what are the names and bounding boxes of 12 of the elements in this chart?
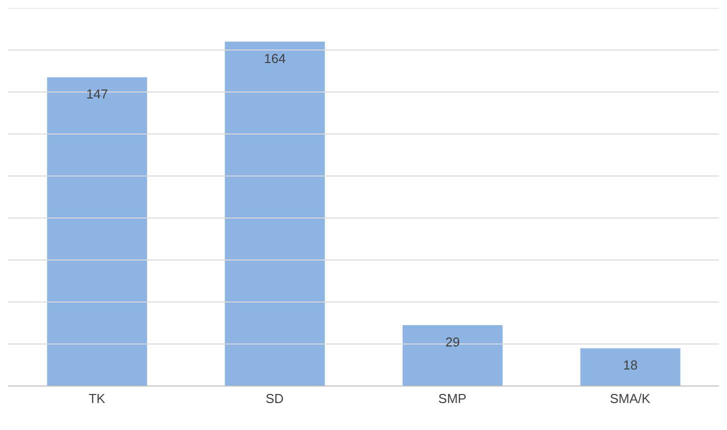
x-tick-label: SMP: [438, 391, 466, 406]
bar: [224, 42, 325, 386]
bar: [580, 348, 680, 386]
bar: [47, 77, 148, 386]
bar: [402, 325, 503, 386]
x-tick-label: SMA/K: [610, 391, 651, 406]
data-label: 164: [264, 50, 286, 66]
data-label: 147: [86, 86, 108, 102]
x-tick-label: SD: [266, 391, 284, 406]
data-label: 29: [445, 334, 460, 350]
x-tick-label: TK: [88, 391, 106, 406]
data-label: 18: [623, 357, 638, 372]
